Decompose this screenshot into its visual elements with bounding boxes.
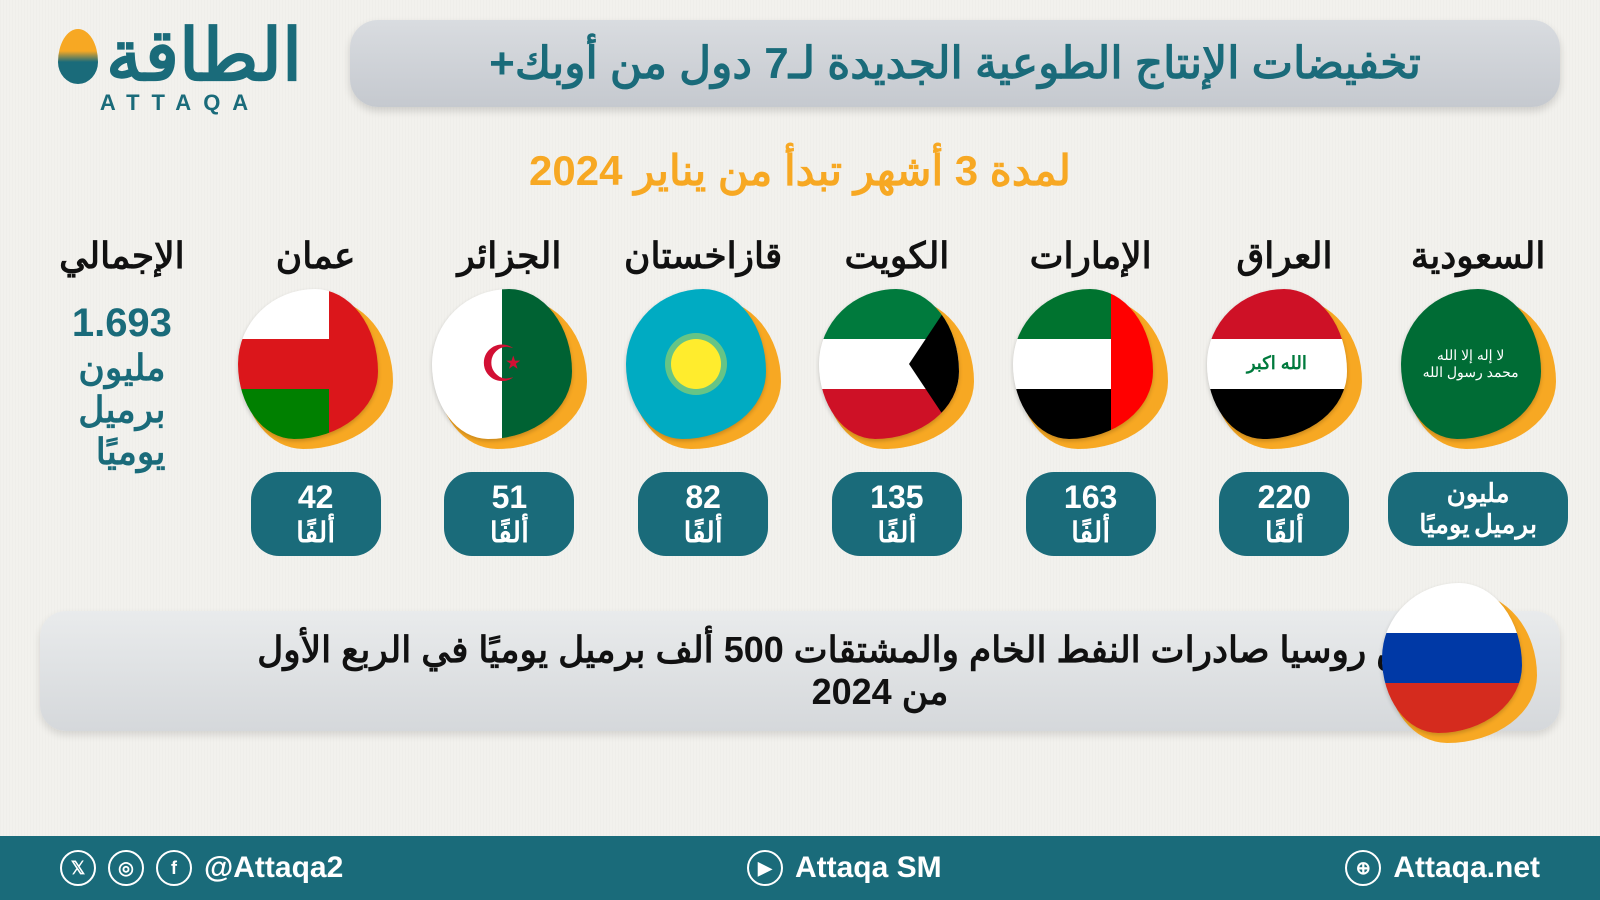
value-pill: 51 ألفًا	[444, 472, 574, 556]
country-name: عمان	[276, 235, 356, 277]
social-icons: 𝕏 ◎ f @Attaqa2	[60, 850, 343, 886]
total-value: 1.693	[72, 299, 172, 347]
country-iraq: العراق الله اكبر 220 ألفًا	[1194, 235, 1374, 556]
country-kazakhstan: قازاخستان 82 ألفًا	[613, 235, 793, 556]
logo: الطاقة ATTAQA	[40, 20, 320, 116]
value-pill: 42 ألفًا	[251, 472, 381, 556]
country-uae: الإمارات 163 ألفًا	[1001, 235, 1181, 556]
russia-text: ستخفض روسيا صادرات النفط الخام والمشتقات…	[230, 629, 1530, 713]
country-saudi: السعودية لا إله إلا اللهمحمد رسول الله م…	[1388, 235, 1568, 546]
country-kuwait: الكويت 135 ألفًا	[807, 235, 987, 556]
country-algeria: الجزائر ☪ 51 ألفًا	[419, 235, 599, 556]
value-pill: 135 ألفًا	[832, 472, 962, 556]
flag-algeria: ☪	[432, 289, 587, 454]
header: تخفيضات الإنتاج الطوعية الجديدة لـ7 دول …	[0, 0, 1600, 116]
value-pill: 82 ألفًا	[638, 472, 768, 556]
countries-row: السعودية لا إله إلا اللهمحمد رسول الله م…	[0, 235, 1600, 556]
country-name: السعودية	[1411, 235, 1545, 277]
footer-youtube: ▶ Attaqa SM	[747, 850, 942, 886]
russia-bar: ستخفض روسيا صادرات النفط الخام والمشتقات…	[40, 611, 1560, 731]
total-card: الإجمالي 1.693 مليون برميل يوميًا	[32, 235, 212, 473]
logo-main: الطاقة	[106, 20, 302, 92]
logo-sub: ATTAQA	[100, 90, 260, 116]
country-oman: عمان 42 ألفًا	[226, 235, 406, 556]
footer-website: ⊕ Attaqa.net	[1345, 850, 1540, 886]
flag-saudi: لا إله إلا اللهمحمد رسول الله	[1401, 289, 1556, 454]
flag-russia	[1382, 583, 1542, 743]
main-title: تخفيضات الإنتاج الطوعية الجديدة لـ7 دول …	[390, 38, 1520, 89]
flag-oman	[238, 289, 393, 454]
footer: 𝕏 ◎ f @Attaqa2 ▶ Attaqa SM ⊕ Attaqa.net	[0, 836, 1600, 900]
flag-uae	[1013, 289, 1168, 454]
instagram-icon[interactable]: ◎	[108, 850, 144, 886]
flag-iraq: الله اكبر	[1207, 289, 1362, 454]
x-icon[interactable]: 𝕏	[60, 850, 96, 886]
facebook-icon[interactable]: f	[156, 850, 192, 886]
country-name: العراق	[1236, 235, 1332, 277]
subtitle: لمدة 3 أشهر تبدأ من يناير 2024	[0, 146, 1600, 195]
total-unit: مليون برميل يوميًا	[78, 347, 165, 473]
country-name: قازاخستان	[624, 235, 782, 277]
country-name: الكويت	[844, 235, 949, 277]
title-bar: تخفيضات الإنتاج الطوعية الجديدة لـ7 دول …	[350, 20, 1560, 107]
value-pill: مليون برميل يوميًا	[1388, 472, 1568, 546]
country-name: الجزائر	[457, 235, 561, 277]
oil-drop-icon	[58, 29, 98, 84]
social-handle: @Attaqa2	[204, 851, 343, 885]
country-name: الإمارات	[1030, 235, 1152, 277]
globe-icon[interactable]: ⊕	[1345, 850, 1381, 886]
value-pill: 163 ألفًا	[1026, 472, 1156, 556]
value-pill: 220 ألفًا	[1219, 472, 1349, 556]
total-label: الإجمالي	[59, 235, 185, 277]
youtube-icon[interactable]: ▶	[747, 850, 783, 886]
flag-kuwait	[819, 289, 974, 454]
flag-kazakhstan	[626, 289, 781, 454]
